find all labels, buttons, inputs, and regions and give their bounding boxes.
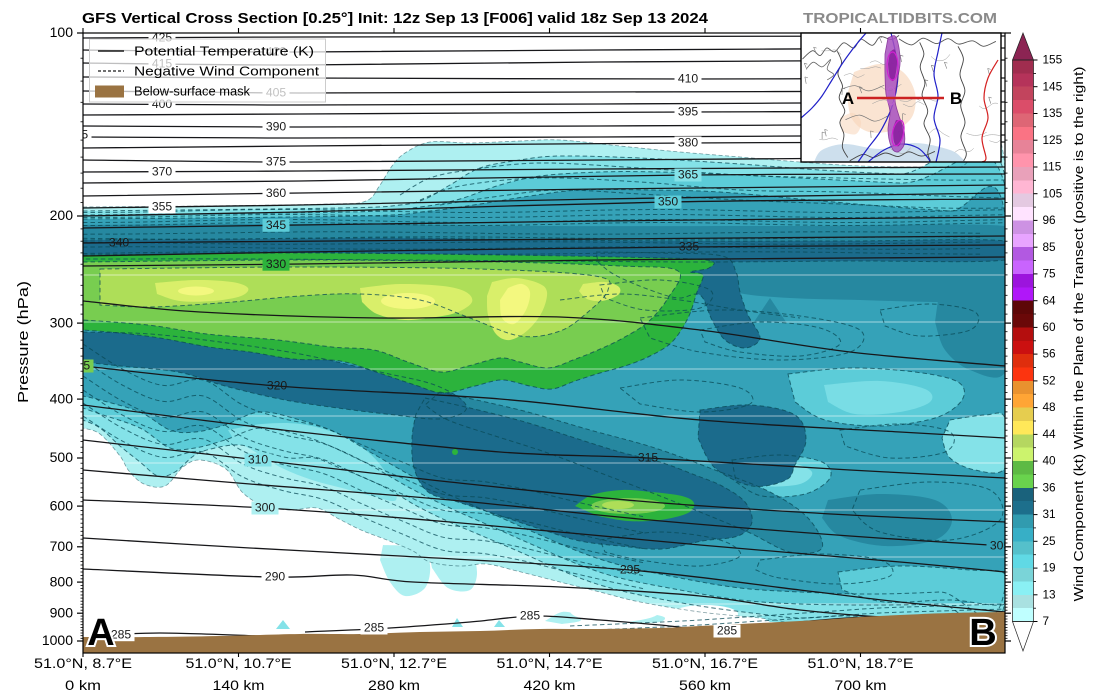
svg-text:155: 155 [1043, 53, 1063, 67]
svg-text:285: 285 [717, 624, 738, 638]
svg-text:51.0°N, 16.7°E: 51.0°N, 16.7°E [652, 656, 758, 671]
svg-text:40: 40 [1043, 454, 1057, 468]
svg-text:295: 295 [620, 563, 641, 577]
svg-text:B: B [969, 612, 996, 654]
svg-text:44: 44 [1043, 427, 1057, 441]
svg-text:140 km: 140 km [213, 678, 265, 693]
svg-text:350: 350 [658, 195, 679, 209]
svg-text:310: 310 [248, 453, 269, 467]
svg-text:25: 25 [1043, 534, 1057, 548]
svg-text:51.0°N, 14.7°E: 51.0°N, 14.7°E [497, 656, 603, 671]
svg-text:800: 800 [50, 573, 74, 589]
svg-text:115: 115 [1043, 160, 1062, 174]
svg-text:Wind Component (kt) Within the: Wind Component (kt) Within the Plane of … [1072, 67, 1086, 602]
svg-text:200: 200 [50, 207, 74, 223]
svg-text:900: 900 [50, 604, 74, 620]
svg-text:1000: 1000 [42, 632, 73, 648]
svg-text:300: 300 [50, 314, 74, 330]
svg-text:400: 400 [50, 390, 74, 406]
svg-text:Potential Temperature (K): Potential Temperature (K) [134, 44, 314, 59]
svg-text:600: 600 [50, 497, 74, 513]
svg-text:105: 105 [1043, 186, 1063, 200]
svg-text:56: 56 [1043, 347, 1057, 361]
svg-text:385: 385 [68, 128, 89, 142]
svg-text:7: 7 [1043, 614, 1050, 628]
svg-text:355: 355 [152, 200, 173, 214]
svg-text:Pressure (hPa): Pressure (hPa) [15, 281, 32, 403]
svg-text:345: 345 [266, 218, 287, 232]
svg-text:B: B [950, 89, 962, 108]
svg-text:395: 395 [678, 105, 699, 119]
svg-text:305: 305 [990, 538, 1011, 552]
svg-text:420 km: 420 km [524, 678, 576, 693]
svg-text:390: 390 [266, 120, 287, 134]
svg-text:360: 360 [266, 186, 287, 200]
svg-text:375: 375 [266, 155, 287, 169]
svg-text:13: 13 [1043, 587, 1057, 601]
svg-text:285: 285 [520, 609, 541, 623]
svg-text:TROPICALTIDBITS.COM: TROPICALTIDBITS.COM [803, 10, 997, 27]
svg-text:85: 85 [1043, 240, 1057, 254]
svg-text:51.0°N, 10.7°E: 51.0°N, 10.7°E [186, 656, 292, 671]
svg-text:60: 60 [1043, 320, 1057, 334]
svg-text:315: 315 [638, 451, 659, 465]
svg-text:Below-surface mask: Below-surface mask [134, 84, 250, 99]
svg-text:325: 325 [70, 359, 91, 373]
svg-text:36: 36 [1043, 480, 1057, 494]
svg-text:380: 380 [678, 136, 699, 150]
svg-text:125: 125 [1043, 133, 1063, 147]
svg-text:48: 48 [1043, 400, 1057, 414]
svg-text:335: 335 [679, 240, 700, 254]
svg-text:0 km: 0 km [65, 678, 101, 693]
svg-text:560 km: 560 km [679, 678, 731, 693]
svg-text:340: 340 [109, 235, 130, 249]
svg-text:280 km: 280 km [368, 678, 420, 693]
svg-text:31: 31 [1043, 507, 1056, 521]
svg-text:700: 700 [50, 538, 74, 554]
svg-text:Negative Wind Component: Negative Wind Component [134, 64, 319, 79]
svg-text:285: 285 [111, 627, 132, 641]
svg-text:51.0°N, 12.7°E: 51.0°N, 12.7°E [341, 656, 447, 671]
svg-text:300: 300 [255, 501, 276, 515]
svg-text:320: 320 [267, 379, 288, 393]
svg-text:100: 100 [50, 24, 74, 40]
svg-text:145: 145 [1043, 79, 1063, 93]
svg-text:135: 135 [1043, 106, 1063, 120]
svg-text:64: 64 [1043, 293, 1057, 307]
svg-text:410: 410 [678, 72, 699, 86]
svg-text:51.0°N, 18.7°E: 51.0°N, 18.7°E [808, 656, 914, 671]
svg-text:52: 52 [1043, 374, 1056, 388]
svg-text:96: 96 [1043, 213, 1057, 227]
svg-text:A: A [842, 89, 854, 108]
svg-text:75: 75 [1043, 267, 1057, 281]
svg-text:19: 19 [1043, 561, 1056, 575]
svg-text:A: A [87, 612, 114, 654]
svg-text:330: 330 [266, 257, 287, 271]
svg-text:GFS Vertical Cross Section [0.: GFS Vertical Cross Section [0.25°] Init:… [82, 11, 708, 27]
svg-text:290: 290 [265, 570, 286, 584]
svg-text:500: 500 [50, 449, 74, 465]
svg-text:51.0°N, 8.7°E: 51.0°N, 8.7°E [34, 656, 132, 671]
svg-text:285: 285 [364, 621, 385, 635]
svg-text:700 km: 700 km [835, 678, 887, 693]
svg-text:365: 365 [678, 168, 699, 182]
svg-text:370: 370 [152, 164, 173, 178]
